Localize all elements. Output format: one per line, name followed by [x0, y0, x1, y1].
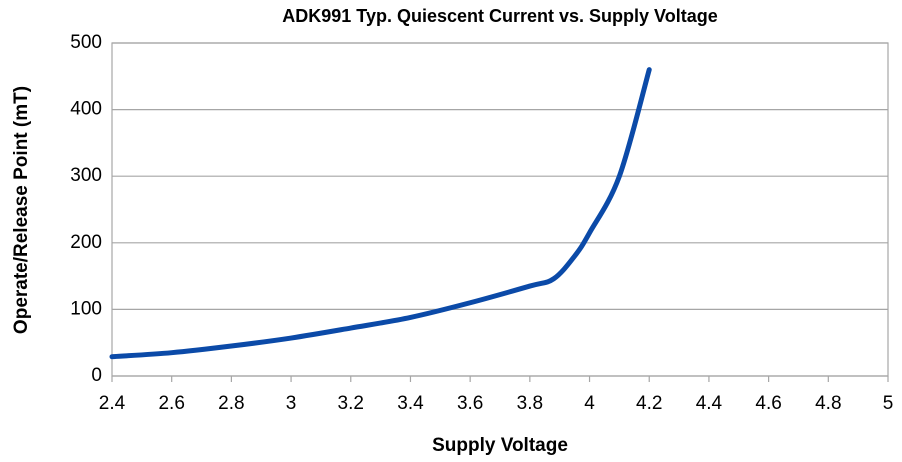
y-tick-label: 100 [70, 298, 102, 319]
x-tick-label: 4.8 [815, 393, 841, 414]
x-tick-label: 4.6 [755, 393, 781, 414]
y-tick-label: 200 [70, 232, 102, 253]
x-tick-label: 4.4 [696, 393, 723, 414]
x-tick-label: 3 [286, 393, 297, 414]
data-line [109, 67, 652, 360]
x-tick-label: 3.4 [397, 393, 424, 414]
x-tick-label: 5 [883, 393, 894, 414]
x-tick-label: 2.4 [99, 393, 126, 414]
x-tick-label: 3.8 [517, 393, 543, 414]
y-tick-label: 500 [70, 32, 102, 53]
x-tick-label: 4 [584, 393, 595, 414]
y-tick-label: 0 [91, 365, 102, 386]
x-tick-label: 2.8 [218, 393, 244, 414]
x-axis-label: Supply Voltage [432, 435, 568, 456]
plot-border [111, 42, 889, 377]
y-axis-label: Operate/Release Point (mT) [11, 86, 32, 334]
chart-title: ADK991 Typ. Quiescent Current vs. Supply… [282, 6, 717, 26]
x-tick-label: 3.2 [338, 393, 364, 414]
x-tick-label: 4.2 [636, 393, 662, 414]
x-tick-label: 3.6 [457, 393, 483, 414]
y-tick-label: 400 [70, 99, 102, 120]
y-tick-label: 300 [70, 165, 102, 186]
x-tick-label: 2.6 [158, 393, 184, 414]
